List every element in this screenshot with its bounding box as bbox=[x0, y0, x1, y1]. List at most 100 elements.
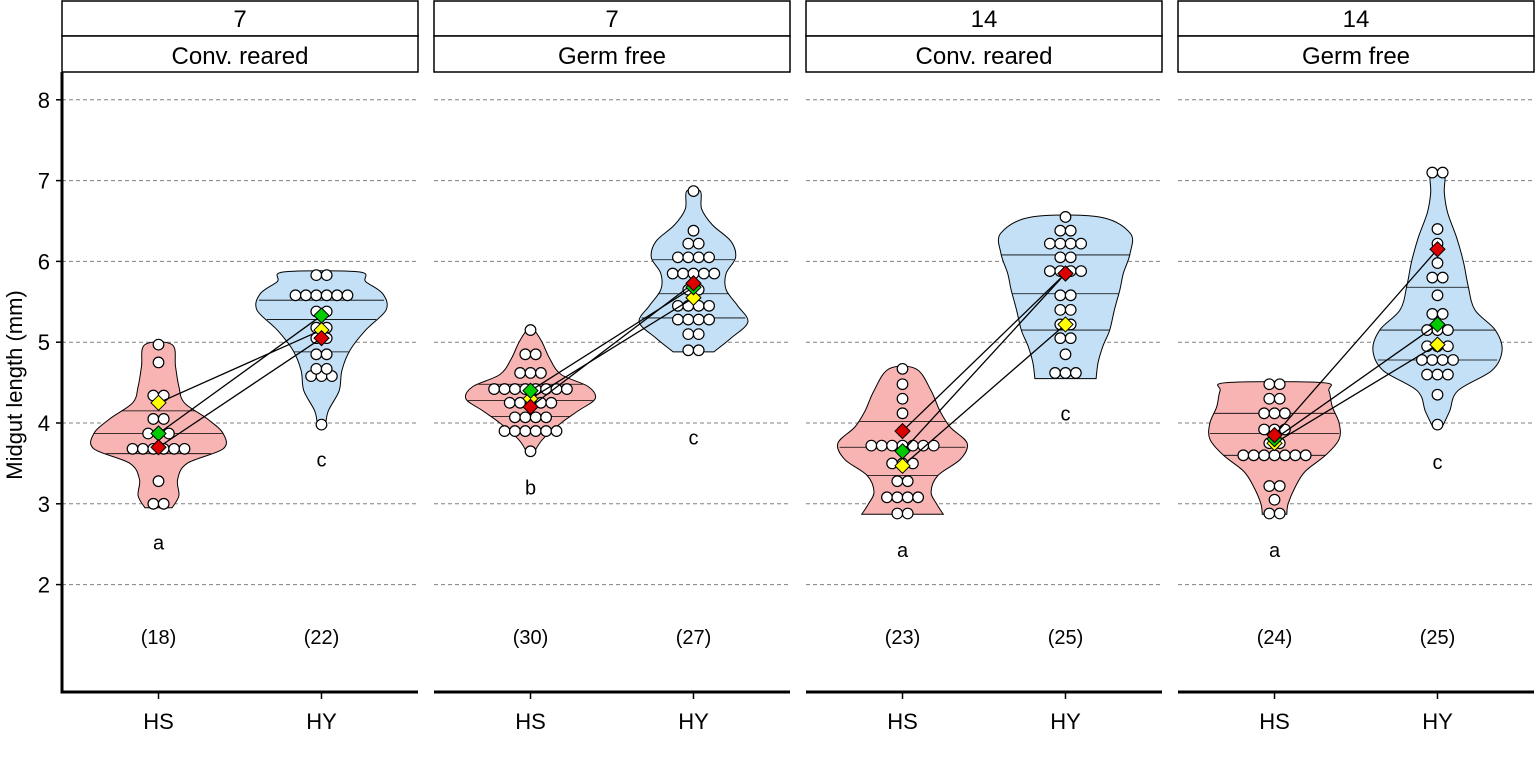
data-point bbox=[1263, 507, 1276, 520]
strip-top-box bbox=[805, 0, 1163, 37]
data-point bbox=[1289, 449, 1302, 462]
x-tick-label: HY bbox=[306, 709, 337, 734]
data-point bbox=[498, 383, 511, 395]
mean-connector bbox=[902, 273, 1066, 432]
data-point bbox=[1247, 449, 1260, 462]
data-point bbox=[509, 383, 521, 395]
data-point bbox=[157, 497, 170, 510]
data-point bbox=[1441, 340, 1454, 353]
x-tick-label: HY bbox=[678, 709, 709, 734]
data-point bbox=[509, 411, 521, 424]
mean-marker bbox=[1057, 265, 1074, 282]
group-count: (30) bbox=[513, 627, 549, 649]
mean-marker bbox=[1429, 316, 1446, 333]
mean-marker bbox=[1266, 426, 1283, 444]
data-point bbox=[519, 425, 532, 437]
data-point bbox=[1431, 368, 1444, 381]
data-point bbox=[708, 267, 721, 280]
data-point bbox=[341, 289, 354, 302]
y-tick-label: 2 bbox=[38, 573, 50, 598]
data-point bbox=[896, 362, 909, 375]
data-point bbox=[697, 267, 710, 280]
mean-connector bbox=[158, 337, 322, 448]
data-point bbox=[1069, 367, 1082, 379]
data-point bbox=[529, 425, 542, 437]
strip-bottom-label: Conv. reared bbox=[916, 43, 1053, 70]
data-point bbox=[561, 383, 573, 395]
data-point bbox=[310, 348, 323, 361]
y-tick-label: 8 bbox=[38, 88, 50, 113]
data-point bbox=[137, 442, 149, 455]
panel-1: 7 Conv. reared 2 3 4 5 6 7 8 HS HY a (18) c (22) bbox=[38, 0, 419, 734]
group-letter: c bbox=[688, 428, 698, 450]
mean-marker bbox=[894, 443, 911, 460]
data-point bbox=[682, 328, 695, 341]
group-letter: c bbox=[1432, 452, 1442, 474]
data-point bbox=[1431, 223, 1444, 235]
data-point bbox=[1059, 348, 1072, 361]
data-point bbox=[1273, 507, 1286, 520]
y-tick-label: 7 bbox=[38, 169, 50, 194]
data-point bbox=[692, 251, 705, 264]
data-point bbox=[1064, 303, 1077, 316]
data-point bbox=[1064, 251, 1077, 264]
panel-3: 14 Conv. reared HS HY a (23) c (25) bbox=[805, 0, 1163, 734]
data-point bbox=[1263, 378, 1276, 391]
data-point bbox=[1268, 407, 1281, 420]
data-point bbox=[1054, 332, 1067, 345]
mean-marker bbox=[1057, 316, 1074, 333]
data-point bbox=[320, 348, 333, 361]
group-letter: c bbox=[316, 449, 326, 471]
data-point bbox=[320, 269, 333, 282]
data-point bbox=[535, 367, 547, 379]
data-point bbox=[896, 392, 909, 405]
data-point bbox=[1268, 493, 1281, 506]
data-point bbox=[692, 313, 705, 326]
group-letter: a bbox=[1269, 540, 1281, 562]
data-point bbox=[927, 439, 940, 452]
data-point bbox=[1431, 418, 1444, 431]
mean-marker bbox=[894, 457, 911, 475]
data-point bbox=[540, 425, 553, 437]
data-point bbox=[677, 267, 689, 280]
data-point bbox=[1426, 354, 1439, 366]
group-count: (27) bbox=[676, 627, 712, 649]
x-tick-label: HS bbox=[143, 709, 174, 734]
data-point bbox=[498, 425, 511, 437]
data-point bbox=[682, 344, 695, 357]
group-count: (24) bbox=[1257, 627, 1293, 649]
data-point bbox=[901, 491, 914, 504]
data-point bbox=[1441, 324, 1454, 336]
data-point bbox=[157, 413, 170, 425]
data-point bbox=[1258, 449, 1271, 462]
data-point bbox=[514, 367, 527, 379]
data-point bbox=[912, 491, 925, 504]
data-point bbox=[1441, 368, 1454, 381]
mean-marker bbox=[685, 275, 702, 292]
y-tick-label: 5 bbox=[38, 330, 50, 355]
data-point bbox=[147, 497, 160, 510]
data-point bbox=[524, 367, 537, 379]
strip-top-box bbox=[61, 0, 419, 37]
x-tick-label: HS bbox=[1259, 709, 1290, 734]
data-point bbox=[1064, 224, 1077, 237]
x-tick-label: HY bbox=[1422, 709, 1453, 734]
data-point bbox=[891, 475, 904, 488]
data-point bbox=[901, 507, 914, 520]
data-point bbox=[692, 328, 705, 341]
data-point bbox=[310, 269, 323, 282]
data-point bbox=[1279, 407, 1291, 420]
panel-4: 14 Germ free HS HY a (24) c (25) bbox=[1177, 0, 1535, 734]
group-hs: a (23) bbox=[837, 362, 968, 649]
data-point bbox=[1426, 271, 1439, 284]
data-point bbox=[703, 313, 715, 326]
data-point bbox=[687, 185, 700, 198]
data-point bbox=[152, 356, 165, 369]
x-tick-label: HS bbox=[887, 709, 918, 734]
data-point bbox=[1299, 449, 1312, 462]
data-point bbox=[692, 237, 705, 250]
data-point bbox=[1054, 237, 1067, 250]
data-point bbox=[1436, 166, 1449, 179]
mean-marker bbox=[150, 439, 167, 456]
